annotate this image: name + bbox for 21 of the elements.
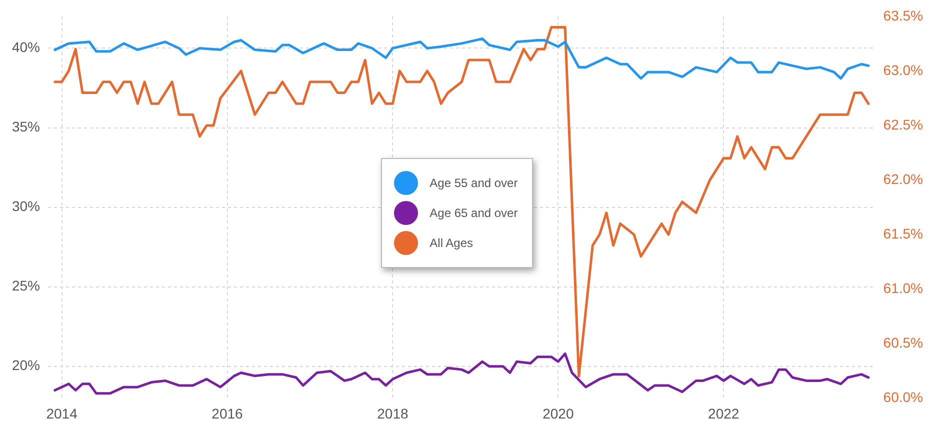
x-tick-label: 2014: [46, 405, 78, 422]
legend-label: All Ages: [430, 236, 474, 250]
x-tick-label: 2016: [212, 405, 244, 422]
y-tick-label: 30%: [12, 198, 40, 214]
y2-tick-label: 62.0%: [883, 170, 924, 187]
x-tick-label: 2020: [542, 405, 574, 422]
y2-tick-label: 63.5%: [883, 7, 924, 24]
y2-tick-label: 61.0%: [883, 280, 924, 296]
y2-tick-label: 60.5%: [883, 334, 924, 351]
y-tick-label: 40%: [12, 39, 40, 56]
legend-label: Age 55 and over: [430, 176, 518, 190]
x-tick-label: 2018: [377, 405, 408, 422]
y2-tick-label: 63.0%: [883, 62, 924, 78]
x-tick-label: 2022: [708, 405, 740, 422]
y2-tick-label: 60.0%: [883, 389, 924, 406]
y-tick-label: 35%: [12, 118, 40, 135]
y-tick-label: 25%: [12, 278, 40, 294]
y-tick-label: 20%: [12, 357, 40, 374]
y2-tick-label: 62.5%: [883, 116, 924, 132]
y2-tick-label: 61.5%: [883, 225, 924, 242]
legend-label: Age 65 and over: [430, 206, 518, 220]
